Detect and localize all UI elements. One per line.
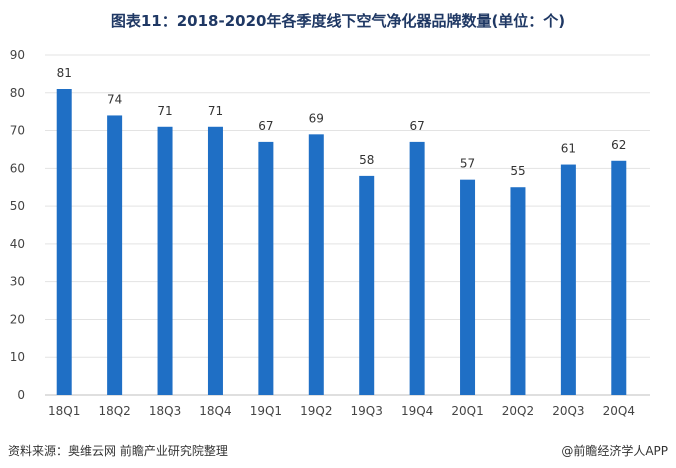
data-label: 62 bbox=[611, 138, 626, 152]
bar bbox=[107, 115, 123, 395]
y-tick-label: 70 bbox=[10, 124, 25, 138]
bar bbox=[308, 134, 324, 396]
y-tick-label: 40 bbox=[10, 237, 25, 251]
data-label: 55 bbox=[510, 164, 525, 178]
y-tick-label: 80 bbox=[10, 86, 25, 100]
x-tick-label: 19Q2 bbox=[300, 404, 332, 418]
data-label: 71 bbox=[157, 104, 172, 118]
bar bbox=[56, 89, 72, 395]
bar bbox=[409, 141, 425, 395]
bar bbox=[560, 164, 576, 395]
x-tick-label: 18Q1 bbox=[48, 404, 80, 418]
bar bbox=[157, 126, 173, 396]
x-tick-label: 20Q4 bbox=[603, 404, 635, 418]
bar-chart: 0 10 20 30 40 50 60 70 80 90 81 18Q1 74 18Q2 71 18Q3 71 1… bbox=[10, 48, 650, 418]
brand-credit: @前瞻经济学人APP bbox=[561, 444, 668, 458]
y-tick-label: 10 bbox=[10, 350, 25, 364]
data-label: 74 bbox=[107, 92, 122, 106]
bar bbox=[258, 141, 274, 395]
y-tick-label: 30 bbox=[10, 275, 25, 289]
chart-title: 图表11：2018-2020年各季度线下空气净化器品牌数量(单位：个) bbox=[110, 12, 566, 30]
data-label: 57 bbox=[460, 157, 475, 171]
bar bbox=[207, 126, 223, 396]
x-tick-label: 19Q3 bbox=[351, 404, 383, 418]
y-tick-label: 0 bbox=[17, 388, 25, 402]
y-tick-label: 50 bbox=[10, 199, 25, 213]
bar bbox=[611, 160, 627, 395]
y-tick-label: 20 bbox=[10, 312, 25, 326]
source-note: 资料来源：奥维云网 前瞻产业研究院整理 bbox=[8, 444, 228, 458]
y-tick-label: 60 bbox=[10, 161, 25, 175]
data-label: 67 bbox=[409, 119, 424, 133]
x-tick-label: 18Q4 bbox=[199, 404, 231, 418]
bar bbox=[359, 175, 375, 395]
x-tick-label: 19Q4 bbox=[401, 404, 433, 418]
x-tick-label: 20Q3 bbox=[552, 404, 584, 418]
data-label: 61 bbox=[561, 142, 576, 156]
x-tick-label: 18Q3 bbox=[149, 404, 181, 418]
data-label: 67 bbox=[258, 119, 273, 133]
y-tick-label: 90 bbox=[10, 48, 25, 62]
x-tick-label: 18Q2 bbox=[98, 404, 130, 418]
data-label: 71 bbox=[208, 104, 223, 118]
data-label: 81 bbox=[57, 66, 72, 80]
x-tick-label: 19Q1 bbox=[250, 404, 282, 418]
data-label: 69 bbox=[309, 111, 324, 125]
bar bbox=[460, 179, 476, 395]
x-tick-label: 20Q2 bbox=[502, 404, 534, 418]
data-label: 58 bbox=[359, 153, 374, 167]
x-tick-label: 20Q1 bbox=[451, 404, 483, 418]
bar bbox=[510, 187, 526, 395]
footer: 资料来源：奥维云网 前瞻产业研究院整理 @前瞻经济学人APP bbox=[8, 438, 668, 460]
